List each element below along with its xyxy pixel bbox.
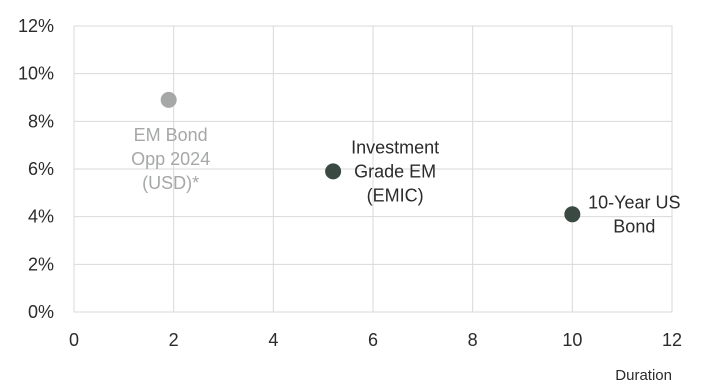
x-tick-label: 6 — [368, 330, 378, 350]
x-axis-ticks: 0 2 4 6 8 10 12 — [69, 330, 682, 350]
y-tick-label: 2% — [28, 254, 54, 274]
x-tick-label: 2 — [169, 330, 179, 350]
point-label-line: EM Bond — [134, 125, 208, 145]
x-axis-title: Duration — [615, 367, 672, 382]
x-tick-label: 8 — [468, 330, 478, 350]
point-label-line: Bond — [613, 216, 655, 236]
x-tick-label: 0 — [69, 330, 79, 350]
y-tick-label: 4% — [28, 207, 54, 227]
point-label-line: Opp 2024 — [131, 149, 210, 169]
x-tick-label: 12 — [662, 330, 682, 350]
y-tick-label: 8% — [28, 111, 54, 131]
x-tick-label: 10 — [562, 330, 582, 350]
point-labels: EM Bond Opp 2024 (USD)* Investment Grade EM (… — [131, 125, 680, 236]
data-points — [160, 91, 581, 223]
y-tick-label: 12% — [18, 16, 54, 36]
point-label-line: Grade EM — [354, 161, 436, 181]
y-tick-label: 6% — [28, 159, 54, 179]
x-tick-label: 4 — [268, 330, 278, 350]
y-tick-label: 10% — [18, 64, 54, 84]
data-point — [325, 163, 342, 180]
y-axis-ticks: 0% 2% 4% 6% 8% 10% 12% — [18, 16, 54, 322]
point-label: 10-Year US Bond — [588, 192, 680, 236]
point-label-line: 10-Year US — [588, 192, 680, 212]
data-point — [564, 206, 581, 223]
point-label: EM Bond Opp 2024 (USD)* — [131, 125, 210, 193]
point-label-line: (USD)* — [142, 173, 199, 193]
y-tick-label: 0% — [28, 302, 54, 322]
point-label-line: Investment — [351, 137, 439, 157]
data-point — [160, 91, 177, 108]
point-label: Investment Grade EM (EMIC) — [351, 137, 439, 205]
point-label-line: (EMIC) — [367, 185, 424, 205]
